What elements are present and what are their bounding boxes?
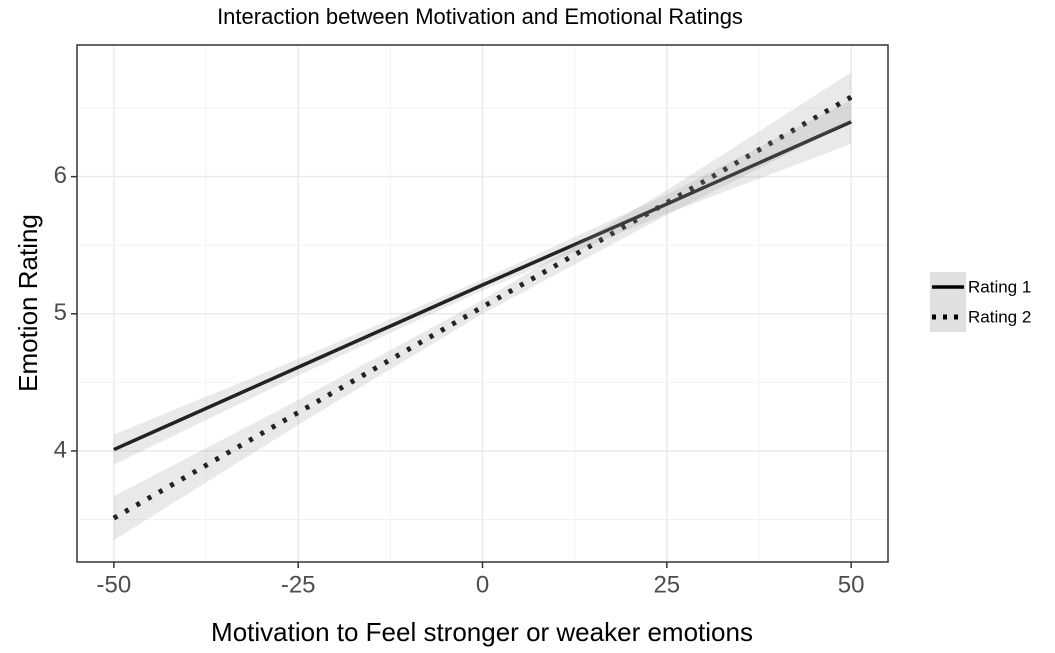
x-tick-label: 25 xyxy=(653,571,680,598)
confidence-ribbon xyxy=(113,99,852,465)
y-axis-title: Emotion Rating xyxy=(13,214,43,392)
series-line xyxy=(113,120,852,452)
legend-label: Rating 2 xyxy=(968,307,1031,326)
y-tick-label: 6 xyxy=(54,162,67,189)
y-tick-label: 5 xyxy=(54,299,67,326)
plot-border xyxy=(76,44,889,563)
x-axis-title: Motivation to Feel stronger or weaker em… xyxy=(211,617,753,647)
legend-label: Rating 1 xyxy=(968,277,1031,296)
y-tick-label: 4 xyxy=(54,436,67,463)
x-tick-label: 50 xyxy=(838,571,865,598)
chart-title: Interaction between Motivation and Emoti… xyxy=(217,4,743,29)
x-tick-label: -25 xyxy=(281,571,316,598)
x-tick-label: 0 xyxy=(476,571,489,598)
x-tick-label: -50 xyxy=(97,571,132,598)
confidence-ribbon xyxy=(113,72,852,541)
